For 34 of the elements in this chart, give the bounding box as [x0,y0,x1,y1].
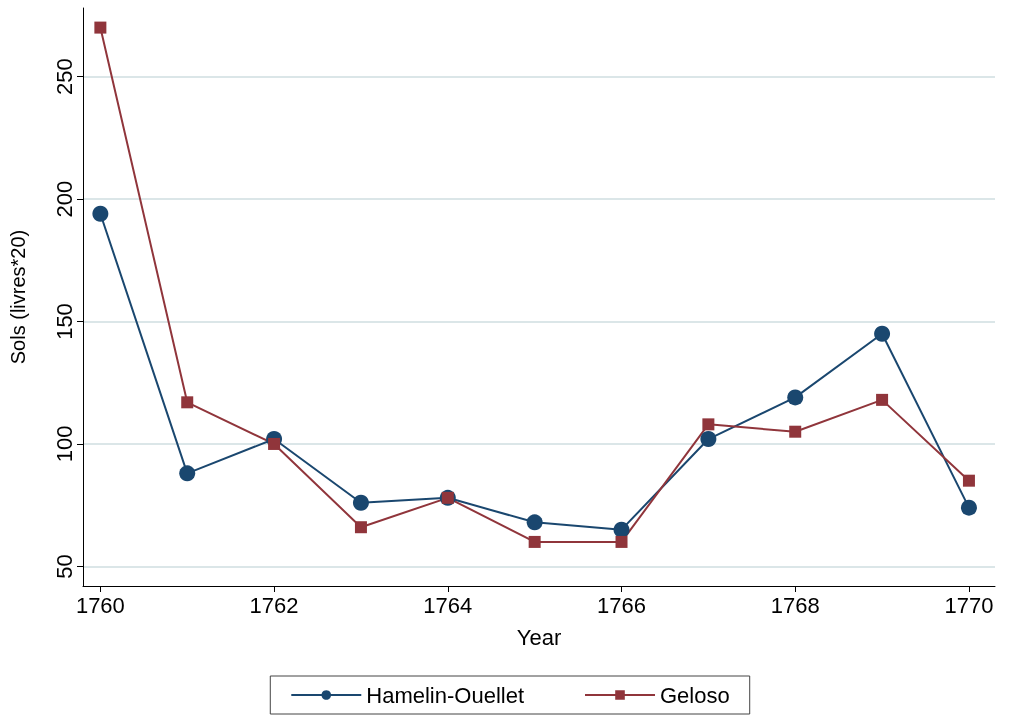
x-tick-label: 1768 [770,592,820,618]
point [92,205,109,222]
point [528,535,541,548]
point [268,437,281,450]
legend-label: Geloso [660,682,730,708]
y-tick-label: 200 [51,180,77,218]
point [94,21,107,34]
point [700,431,717,448]
legend-label: Hamelin-Ouellet [366,682,525,708]
point [526,514,543,531]
y-tick-label: 150 [51,303,77,340]
point [962,474,975,487]
point [789,425,802,438]
point [874,325,891,342]
point [613,521,630,538]
point [615,535,628,548]
x-tick-label: 1760 [75,592,125,618]
point [787,389,804,406]
point [354,521,367,534]
y-tick-label: 100 [51,425,77,463]
point [181,396,194,409]
point [876,393,889,406]
y-tick-label: 250 [51,58,77,95]
x-tick-label: 1766 [597,592,646,618]
x-tick-label: 1764 [423,592,473,618]
point [179,465,196,482]
point [960,499,977,516]
x-axis-title: Year [516,624,562,650]
y-axis-title: Sols (livres*20) [7,229,29,365]
point [702,418,715,431]
y-tick-label: 50 [51,554,77,579]
x-tick-label: 1770 [944,592,994,618]
x-tick-label: 1762 [249,592,299,618]
point [352,494,369,511]
